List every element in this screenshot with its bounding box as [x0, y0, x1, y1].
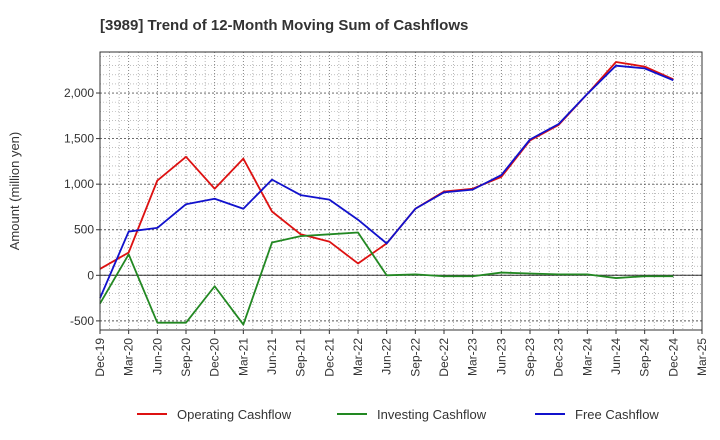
plot-background	[100, 52, 702, 330]
y-tick-label: 1,000	[64, 177, 94, 191]
x-tick-label: Jun-24	[609, 338, 623, 375]
x-tick-label: Sep-21	[294, 338, 308, 377]
x-tick-label: Dec-24	[666, 338, 680, 377]
x-tick-label: Jun-22	[380, 338, 394, 375]
x-tick-label: Sep-23	[523, 338, 537, 377]
legend: Operating Cashflow Investing Cashflow Free…	[137, 407, 659, 422]
y-axis-label: Amount (million yen)	[7, 132, 22, 251]
chart-title: [3989] Trend of 12-Month Moving Sum of C…	[100, 17, 468, 34]
x-tick-label: Mar-25	[695, 338, 709, 376]
x-tick-label: Jun-20	[150, 338, 164, 375]
x-tick-label: Mar-22	[351, 338, 365, 376]
plot-area: -500 0 500 1,000 1,500 2,000 Dec-19 Mar-20 Jun-2…	[64, 51, 709, 377]
y-tick-label: 1,500	[64, 132, 94, 146]
x-tick-label: Sep-24	[638, 338, 652, 377]
x-tick-label: Mar-21	[236, 338, 250, 376]
legend-label: Free Cashflow	[575, 407, 659, 422]
x-tick-label: Mar-23	[466, 338, 480, 376]
x-tick-label: Dec-23	[552, 338, 566, 377]
y-tick-label: 0	[87, 268, 94, 282]
x-tick-label: Mar-20	[122, 338, 136, 376]
legend-label: Investing Cashflow	[377, 407, 487, 422]
x-tick-label: Dec-20	[208, 338, 222, 377]
x-tick-label: Dec-19	[93, 338, 107, 377]
x-tick-label: Jun-23	[494, 338, 508, 375]
y-tick-label: -500	[70, 314, 94, 328]
plot-frame	[99, 51, 703, 331]
series-line-investing-cashflow	[99, 231, 674, 326]
x-tick-label: Dec-21	[322, 338, 336, 377]
x-tick-label: Sep-22	[408, 338, 422, 377]
x-tick-label: Mar-24	[580, 338, 594, 376]
x-tick-label: Jun-21	[265, 338, 279, 375]
y-tick-label: 500	[74, 223, 94, 237]
series-line-free-cashflow	[99, 64, 674, 299]
legend-label: Operating Cashflow	[177, 407, 292, 422]
x-tick-label: Dec-22	[437, 338, 451, 377]
y-tick-label: 2,000	[64, 86, 94, 100]
x-tick-label: Sep-20	[179, 338, 193, 377]
